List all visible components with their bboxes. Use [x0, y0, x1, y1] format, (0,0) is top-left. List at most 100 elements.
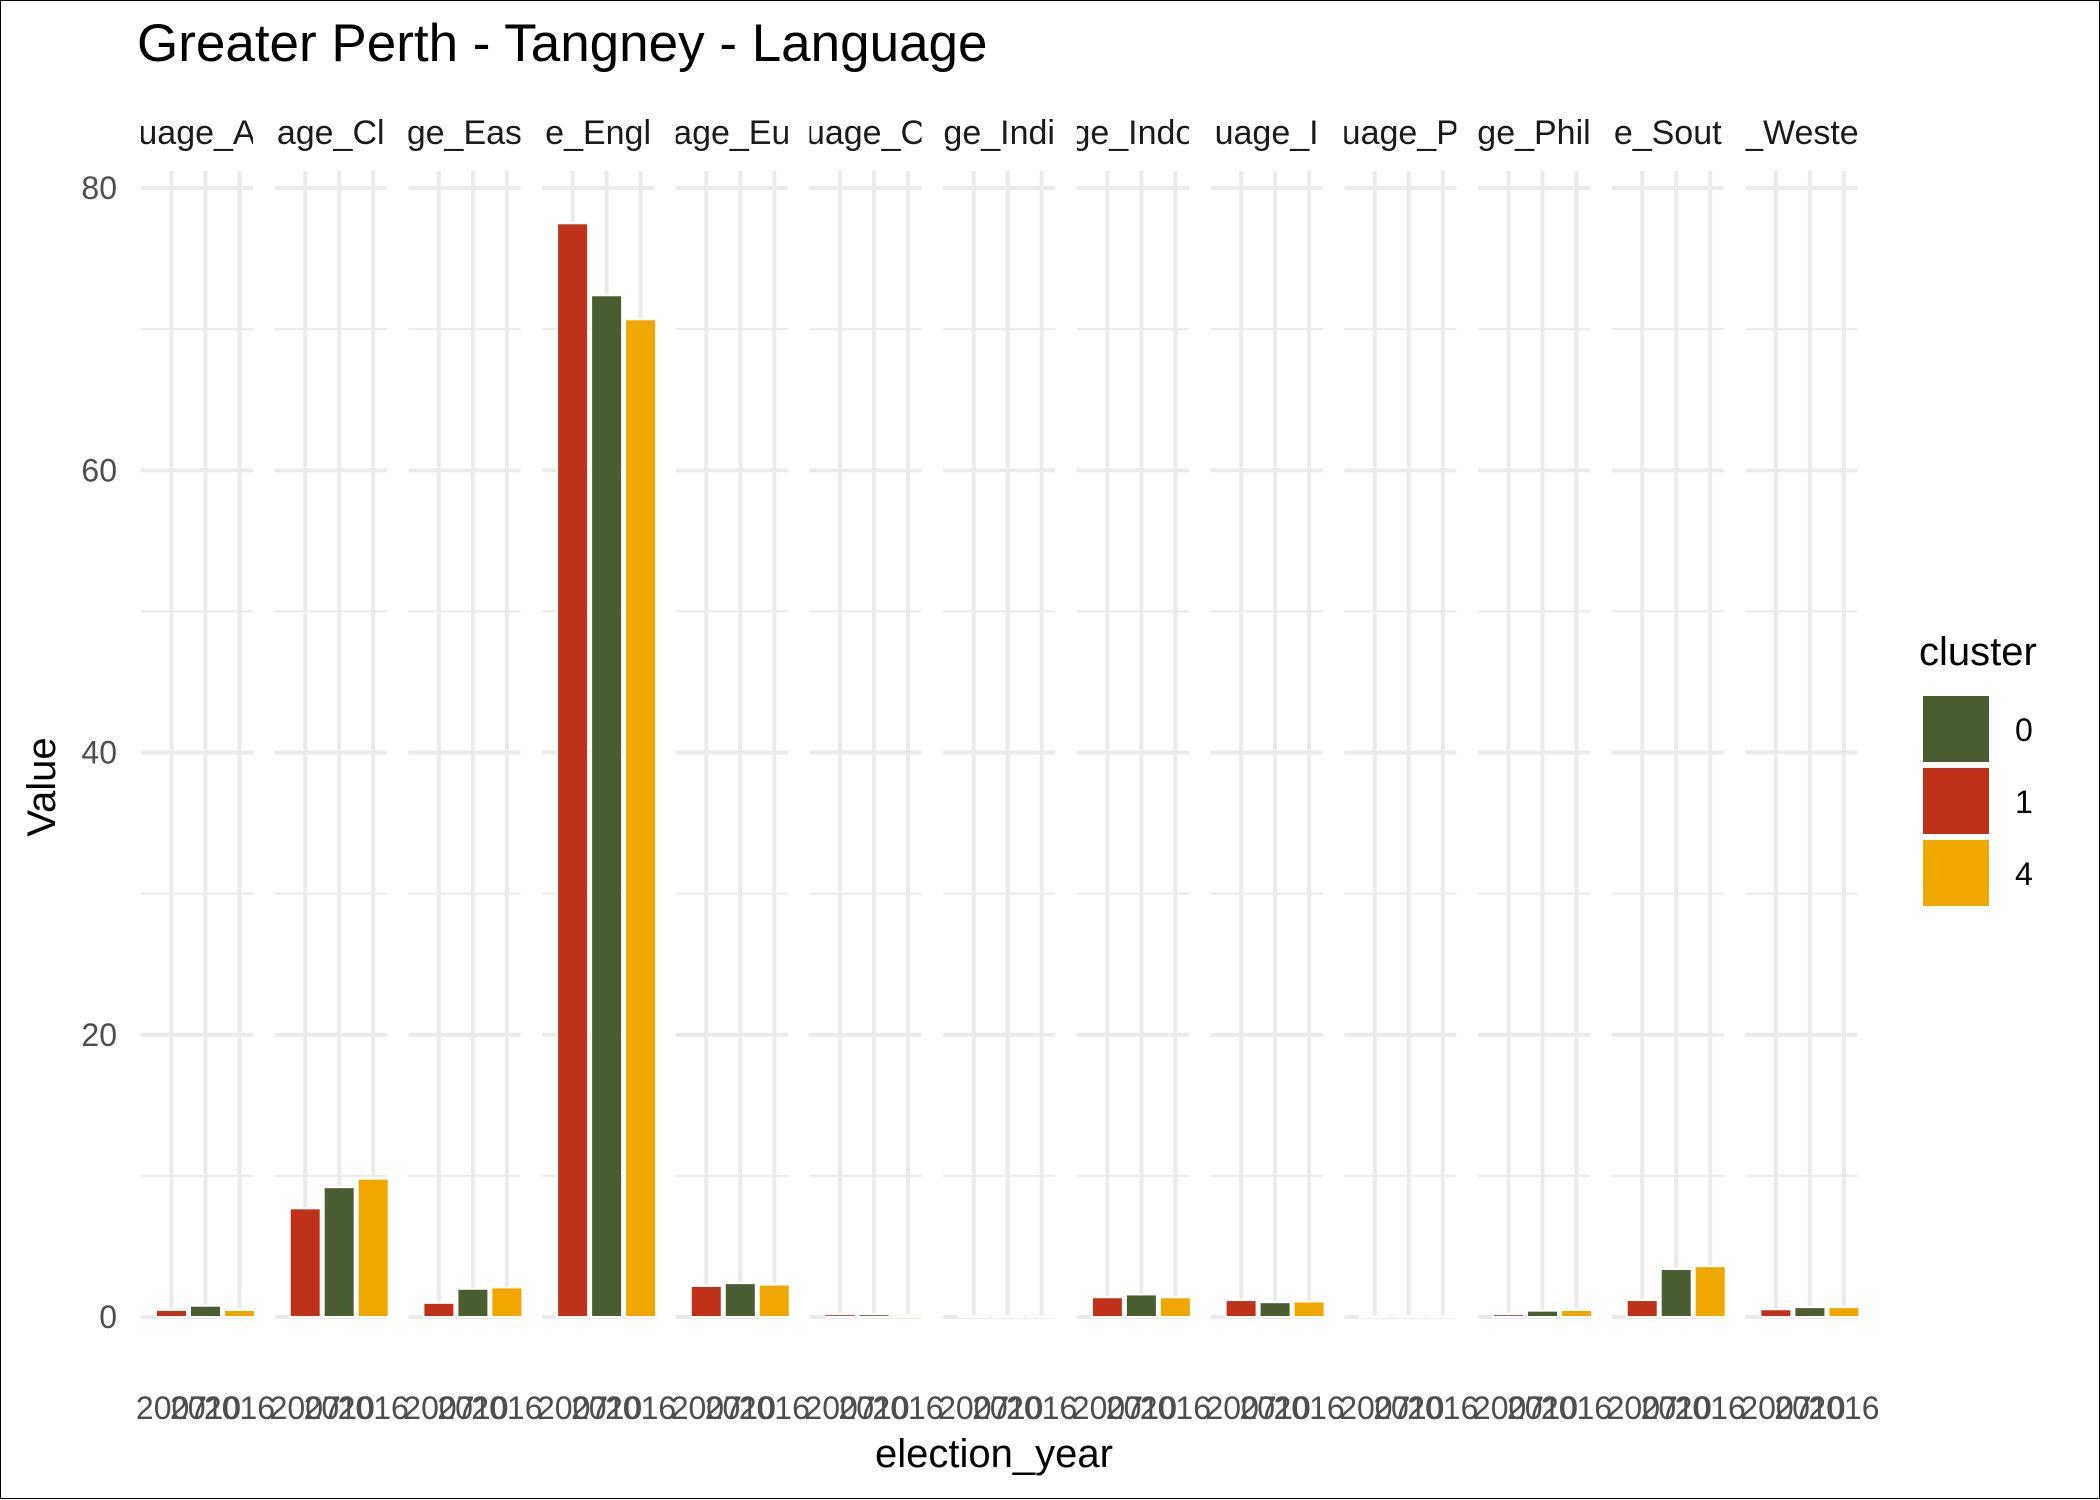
bar — [857, 1313, 891, 1318]
bar — [1759, 1308, 1793, 1319]
x-tick-label: 2016 — [1808, 1390, 1879, 1426]
x-tick-label: 2007 — [671, 1390, 742, 1426]
x-tick-label: 2010 — [838, 1390, 909, 1426]
bar — [624, 318, 658, 1318]
x-tick-label: 2010 — [1774, 1390, 1845, 1426]
x-tick-label: 2010 — [1641, 1390, 1712, 1426]
x-tick-label: 2010 — [571, 1390, 642, 1426]
x-tick-label: 2010 — [1106, 1390, 1177, 1426]
bar — [1793, 1306, 1827, 1318]
chart-title: Greater Perth - Tangney - Language — [137, 14, 988, 73]
bar — [1124, 1293, 1158, 1319]
facet-strip-label: e_Engl — [545, 114, 651, 152]
y-tick-label: 80 — [81, 170, 117, 206]
bar — [1158, 1296, 1192, 1319]
y-tick-label: 40 — [81, 735, 117, 771]
bar — [723, 1282, 757, 1319]
facet-strip-label: uage_C — [806, 114, 925, 152]
x-tick-label: 2007 — [1740, 1390, 1811, 1426]
x-tick-label: 2007 — [1072, 1390, 1143, 1426]
x-tick-label: 2016 — [1541, 1390, 1612, 1426]
facet-strip-label: _Weste — [1743, 114, 1859, 152]
x-tick-label: 2007 — [1607, 1390, 1678, 1426]
facet-strip-label: age_Eu — [673, 114, 790, 152]
x-tick-label: 2010 — [1373, 1390, 1444, 1426]
bar — [322, 1186, 356, 1319]
facet-strip-label: age_Cl — [277, 114, 385, 152]
bar — [891, 1313, 925, 1319]
x-tick-label: 2010 — [1240, 1390, 1311, 1426]
x-tick-label: 2016 — [1006, 1390, 1077, 1426]
x-tick-label: 2007 — [1339, 1390, 1410, 1426]
x-tick-label: 2007 — [403, 1390, 474, 1426]
x-tick-label: 2016 — [1407, 1390, 1478, 1426]
y-tick-label: 0 — [99, 1299, 117, 1335]
bar — [189, 1304, 222, 1318]
x-tick-label: 2016 — [1675, 1390, 1746, 1426]
bar — [1258, 1301, 1292, 1319]
bar — [1693, 1265, 1727, 1318]
x-tick-label: 2010 — [304, 1390, 375, 1426]
x-tick-label: 2007 — [136, 1390, 207, 1426]
x-tick-label: 2010 — [1507, 1390, 1578, 1426]
x-tick-label: 2016 — [605, 1390, 676, 1426]
gridlines — [141, 171, 1858, 1319]
x-tick-label: 2007 — [537, 1390, 608, 1426]
bar — [556, 222, 590, 1318]
bar — [356, 1177, 390, 1319]
legend-label: 0 — [2015, 712, 2033, 748]
bar — [1526, 1309, 1559, 1319]
bar — [1025, 1315, 1059, 1319]
bar — [490, 1286, 524, 1319]
legend-key — [1921, 766, 1991, 836]
bar — [957, 1314, 991, 1318]
bar — [757, 1283, 791, 1319]
bar — [1426, 1315, 1460, 1319]
x-axis-title: election_year — [875, 1432, 1113, 1476]
x-tick-label: 2016 — [1140, 1390, 1211, 1426]
bar — [288, 1207, 322, 1318]
bar — [590, 294, 624, 1318]
bars — [155, 222, 1861, 1319]
bar — [1392, 1315, 1426, 1319]
bar — [1659, 1268, 1693, 1318]
x-tick-label: 2016 — [739, 1390, 810, 1426]
bar — [991, 1315, 1025, 1319]
x-tick-label: 2010 — [972, 1390, 1043, 1426]
legend-key — [1921, 694, 1991, 764]
facet-strip-label: e_Sout — [1614, 114, 1722, 152]
x-tick-label: 2016 — [338, 1390, 409, 1426]
x-tick-label: 2007 — [938, 1390, 1009, 1426]
facet-strip-labels: uage_A age_Cl ge_Eas e_Engl age_Eu uage_C ge_I… — [138, 114, 1859, 152]
x-tick-label: 2007 — [270, 1390, 341, 1426]
facet-strip-label: uage_P — [1342, 114, 1459, 152]
bar — [1492, 1313, 1525, 1318]
x-tick-label: 2010 — [705, 1390, 776, 1426]
y-tick-label: 60 — [81, 452, 117, 488]
y-tick-label: 20 — [81, 1017, 117, 1053]
y-axis-ticks: 0 20 40 60 80 — [81, 170, 117, 1335]
facet-strip-label: uage_A — [138, 114, 256, 152]
legend-title: cluster — [1919, 630, 2037, 674]
legend-key — [1921, 838, 1991, 908]
facet-strip-label: ge_Indi — [943, 114, 1055, 152]
facet-strip-label: ge_Indo — [1071, 114, 1194, 152]
bar — [1224, 1299, 1258, 1318]
x-tick-label: 2016 — [471, 1390, 542, 1426]
x-tick-label: 2007 — [1206, 1390, 1277, 1426]
bar — [223, 1308, 256, 1318]
facet-strip-label: ge_Eas — [407, 114, 522, 152]
x-tick-label: 2010 — [170, 1390, 241, 1426]
bar — [1358, 1315, 1392, 1319]
bar — [422, 1301, 456, 1318]
bar — [155, 1308, 188, 1318]
x-tick-label: 2007 — [1473, 1390, 1544, 1426]
x-tick-label: 2007 — [804, 1390, 875, 1426]
x-tick-label: 2016 — [1274, 1390, 1345, 1426]
bar — [1292, 1300, 1326, 1318]
bar — [1090, 1296, 1124, 1319]
bar — [823, 1313, 857, 1318]
legend-label: 4 — [2015, 856, 2033, 892]
